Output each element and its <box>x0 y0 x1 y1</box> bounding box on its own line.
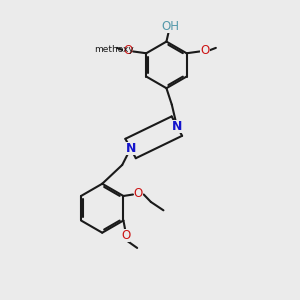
Text: methoxy: methoxy <box>94 45 134 54</box>
Text: N: N <box>125 142 136 155</box>
Text: N: N <box>172 120 182 133</box>
Text: O: O <box>134 187 143 200</box>
Text: OH: OH <box>161 20 179 33</box>
Text: O: O <box>123 44 132 57</box>
Text: O: O <box>121 229 130 242</box>
Text: O: O <box>200 44 210 57</box>
